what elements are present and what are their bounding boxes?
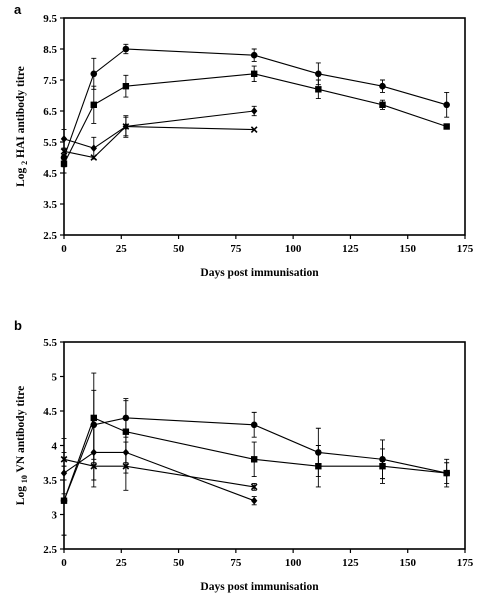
panel-b-y-tick-label: 5.5 xyxy=(43,337,57,349)
panel-a-data-point-circle xyxy=(122,45,130,53)
panel-a-series-line xyxy=(63,110,255,149)
panel-a-y-tick-label: 2.5 xyxy=(43,230,57,242)
subscript: 10 xyxy=(20,475,29,483)
panel-b-series-diamond xyxy=(60,417,258,506)
panel-b-y-tick-label: 3.5 xyxy=(43,475,57,487)
panel-b-x-tick-label: 100 xyxy=(285,557,302,569)
panel-b-y-tick-label: 3 xyxy=(52,510,58,522)
panel-b-x-tick-label: 150 xyxy=(399,557,416,569)
label-part: Log xyxy=(15,483,27,505)
panel-a-plot-frame xyxy=(63,17,466,236)
panel-a-data-point-square xyxy=(122,83,130,90)
panel-a-data-point-circle xyxy=(250,51,258,59)
panel-b-y-tick-label: 5 xyxy=(52,372,58,384)
panel-b-series-circle xyxy=(60,389,450,536)
panel-a-y-tick-label: 5.5 xyxy=(43,137,57,149)
panel-a-series-line xyxy=(63,73,447,164)
panel-a-x-tick-label: 50 xyxy=(173,243,185,255)
panel-b-x-tick-label: 175 xyxy=(457,557,474,569)
subscript: 2 xyxy=(20,161,29,165)
panel-b-data-point-diamond xyxy=(250,496,258,505)
panel-a-x-tick-label: 75 xyxy=(230,243,242,255)
panel-a-y-tick-label: 4.5 xyxy=(43,168,57,180)
panel-a-data-point-cross xyxy=(122,123,130,130)
panel-a-y-tick-label: 6.5 xyxy=(43,106,57,118)
panel-a-data-point-square xyxy=(315,86,322,93)
panel-b-x-axis-title: Days post immunisation xyxy=(200,581,319,593)
panel-a-data-point-circle xyxy=(90,70,98,78)
panel-a-data-point-square xyxy=(443,123,450,130)
panel-a-x-tick-label: 125 xyxy=(342,243,359,255)
panel-a-x-tick-label: 100 xyxy=(285,243,302,255)
panel-b-data-point-square xyxy=(60,497,68,504)
panel-a-data-point-circle xyxy=(315,70,322,78)
panel-b-x-tick-label: 125 xyxy=(342,557,359,569)
panel-b-chart: 2.5 3 3.5 4 4.5 5 5.5 0 25 50 75 100 125 150 175 Days p… xyxy=(14,318,474,593)
label-part: HAI antibody titre xyxy=(15,66,27,161)
panel-a-y-tick-label: 8.5 xyxy=(43,44,57,56)
panel-a-data-point-square xyxy=(379,101,386,108)
panel-b-y-tick-label: 4.5 xyxy=(43,406,57,418)
panel-b-y-axis-title: Log 10 VN antibody titre xyxy=(15,386,29,505)
panel-b-data-point-cross xyxy=(90,462,98,470)
panel-a-series-line xyxy=(63,48,447,158)
panel-b-y-tick-label: 2.5 xyxy=(43,544,57,556)
panel-a-data-point-cross xyxy=(60,147,68,155)
panel-b-data-point-square xyxy=(315,463,322,470)
label-part: Log xyxy=(15,165,27,187)
panel-a-data-point-cross xyxy=(250,126,258,133)
panel-b-data-point-circle xyxy=(250,421,258,429)
panel-b-letter: b xyxy=(14,318,22,333)
panel-b-data-point-cross xyxy=(60,455,68,463)
panel-a-y-tick-label: 7.5 xyxy=(43,75,57,87)
panel-a-data-point-square xyxy=(250,70,258,77)
panel-b-plot-frame xyxy=(63,341,466,550)
panel-b-x-tick-label: 0 xyxy=(61,557,67,569)
panel-a-series-cross xyxy=(60,115,258,165)
panel-a-data-point-circle xyxy=(443,101,450,109)
panel-b-series-line xyxy=(63,458,255,488)
panel-b-data-point-square xyxy=(250,456,258,463)
panel-a-x-tick-label: 150 xyxy=(399,243,416,255)
panel-a-y-axis-title: Log 2 HAI antibody titre xyxy=(15,66,29,187)
panel-b-data-point-square xyxy=(443,469,450,477)
panel-b-data-point-cross xyxy=(122,462,130,470)
panel-b-series-square xyxy=(60,372,450,536)
panel-a-data-point-diamond xyxy=(250,107,258,115)
panel-a-x-tick-label: 0 xyxy=(61,243,67,255)
panel-b-x-tick-label: 25 xyxy=(116,557,128,569)
panel-a-series-square xyxy=(60,65,450,174)
panel-a-series-line xyxy=(63,125,255,159)
panel-a-data-point-cross xyxy=(90,154,98,161)
panel-a-y-tick-label: 9.5 xyxy=(43,13,57,25)
panel-a-chart: 2.5 3.5 4.5 5.5 6.5 7.5 8.5 9.5 0 25 50 75 100 125 150… xyxy=(14,2,474,279)
panel-a-x-axis-title: Days post immunisation xyxy=(200,267,319,279)
panel-a-letter: a xyxy=(14,2,22,17)
panel-a-data-point-circle xyxy=(379,82,386,90)
panel-a-x-tick-label: 175 xyxy=(457,243,474,255)
panel-a-x-tick-label: 25 xyxy=(116,243,128,255)
panel-a-data-point-square xyxy=(90,101,97,108)
panel-b-data-point-square xyxy=(379,463,386,470)
panel-b-y-tick-label: 4 xyxy=(52,441,58,453)
label-part: VN antibody titre xyxy=(15,386,27,475)
panel-a-series-diamond xyxy=(60,105,258,160)
panel-a-y-tick-label: 3.5 xyxy=(43,199,57,211)
panel-b-data-point-cross xyxy=(250,483,258,491)
panel-a-data-point-diamond xyxy=(90,144,97,152)
panel-b-series-cross xyxy=(60,438,258,491)
panel-a-series-circle xyxy=(60,43,450,168)
panel-b-x-tick-label: 50 xyxy=(173,557,185,569)
panel-b-x-tick-label: 75 xyxy=(230,557,242,569)
